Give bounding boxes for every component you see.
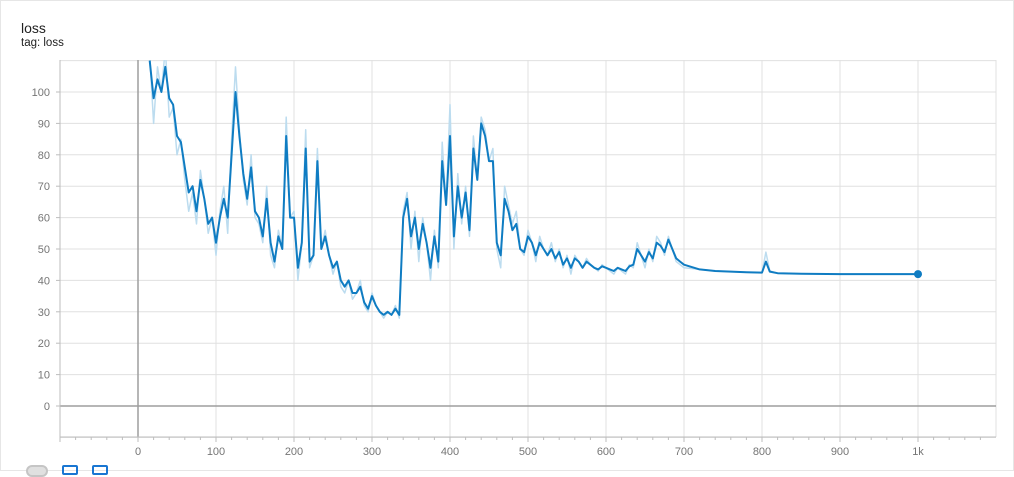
- y-tick-label: 20: [38, 338, 50, 350]
- x-tick-label: 500: [519, 446, 537, 458]
- chart-subtitle: tag: loss: [21, 37, 64, 49]
- smoothed-loss-line: [148, 60, 918, 316]
- y-tick-label: 30: [38, 307, 50, 319]
- x-tick-label: 100: [207, 446, 225, 458]
- x-tick-label: 700: [675, 446, 693, 458]
- x-tick-label: 0: [135, 446, 141, 458]
- y-tick-label: 100: [32, 87, 50, 99]
- x-tick-label: 400: [441, 446, 459, 458]
- expand-icon[interactable]: [92, 465, 108, 475]
- x-tick-label: 1k: [912, 446, 924, 458]
- y-tick-label: 0: [44, 401, 50, 413]
- last-point-marker: [914, 270, 922, 279]
- fit-domain-icon[interactable]: [26, 465, 48, 477]
- y-tick-label: 10: [38, 370, 50, 382]
- y-tick-label: 80: [38, 150, 50, 162]
- y-tick-label: 60: [38, 213, 50, 225]
- x-tick-label: 200: [285, 446, 303, 458]
- x-tick-label: 300: [363, 446, 381, 458]
- y-tick-label: 70: [38, 181, 50, 193]
- y-tick-label: 90: [38, 118, 50, 130]
- y-tick-label: 50: [38, 244, 50, 256]
- x-tick-label: 900: [831, 446, 849, 458]
- x-tick-label: 800: [753, 446, 771, 458]
- y-tick-label: 40: [38, 275, 50, 287]
- raw-loss-line: [149, 60, 918, 319]
- x-tick-label: 600: [597, 446, 615, 458]
- data-download-icon[interactable]: [62, 465, 78, 475]
- chart-title: loss: [21, 20, 46, 36]
